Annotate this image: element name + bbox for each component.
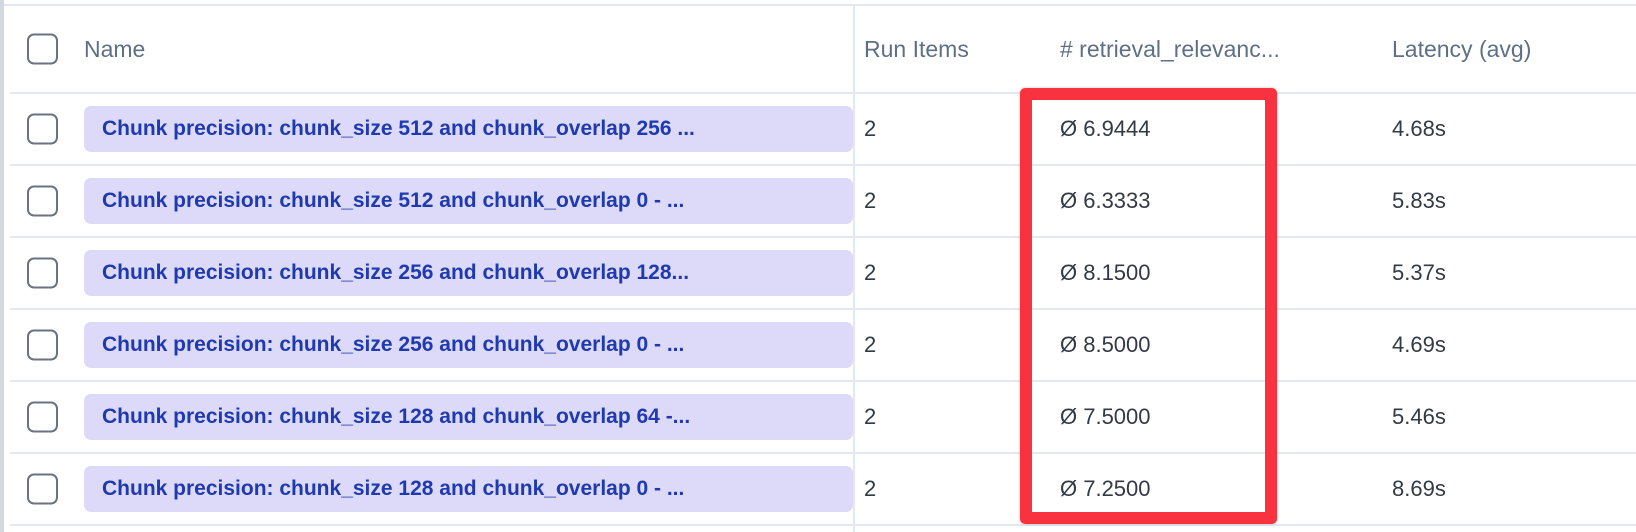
row-checkbox[interactable] xyxy=(27,113,58,145)
column-header-latency[interactable]: Latency (avg) xyxy=(1392,35,1532,62)
column-header-retrieval-relevance[interactable]: # retrieval_relevanc... xyxy=(1060,35,1280,62)
table-row[interactable]: Chunk precision: chunk_size 256 and chun… xyxy=(10,310,1636,382)
run-name-link[interactable]: Chunk precision: chunk_size 256 and chun… xyxy=(84,250,853,296)
run-items-cell: 2 xyxy=(864,476,877,501)
run-items-cell: 2 xyxy=(864,260,877,285)
latency-cell: 5.37s xyxy=(1392,260,1446,285)
row-checkbox[interactable] xyxy=(27,473,58,505)
retrieval-relevance-cell: Ø 8.1500 xyxy=(1060,260,1151,285)
run-name-link[interactable]: Chunk precision: chunk_size 256 and chun… xyxy=(84,322,853,368)
latency-cell: 5.83s xyxy=(1392,188,1446,213)
run-name-link[interactable]: Chunk precision: chunk_size 512 and chun… xyxy=(84,106,853,152)
table-row[interactable]: Chunk precision: chunk_size 128 and chun… xyxy=(10,382,1636,454)
run-name-link[interactable]: Chunk precision: chunk_size 128 and chun… xyxy=(84,466,853,512)
select-all-checkbox[interactable] xyxy=(27,33,58,65)
run-items-cell: 2 xyxy=(864,332,877,357)
retrieval-relevance-cell: Ø 6.9444 xyxy=(1060,116,1151,141)
top-divider xyxy=(4,4,1636,6)
run-items-cell: 2 xyxy=(864,116,877,141)
run-name-link[interactable]: Chunk precision: chunk_size 512 and chun… xyxy=(84,178,853,224)
latency-cell: 8.69s xyxy=(1392,476,1446,501)
table-row[interactable]: Chunk precision: chunk_size 256 and chun… xyxy=(10,238,1636,310)
column-header-run-items[interactable]: Run Items xyxy=(864,35,969,62)
run-items-cell: 2 xyxy=(864,404,877,429)
row-checkbox[interactable] xyxy=(27,401,58,433)
retrieval-relevance-cell: Ø 8.5000 xyxy=(1060,332,1151,357)
highlight-box xyxy=(1020,88,1277,524)
retrieval-relevance-cell: Ø 7.2500 xyxy=(1060,476,1151,501)
retrieval-relevance-cell: Ø 7.5000 xyxy=(1060,404,1151,429)
table-row[interactable]: Chunk precision: chunk_size 128 and chun… xyxy=(10,454,1636,526)
row-checkbox[interactable] xyxy=(27,329,58,361)
row-checkbox[interactable] xyxy=(27,257,58,289)
latency-cell: 4.69s xyxy=(1392,332,1446,357)
retrieval-relevance-cell: Ø 6.3333 xyxy=(1060,188,1151,213)
run-name-link[interactable]: Chunk precision: chunk_size 128 and chun… xyxy=(84,394,853,440)
table-row[interactable]: Chunk precision: chunk_size 512 and chun… xyxy=(10,94,1636,166)
column-divider xyxy=(853,6,855,532)
column-header-name[interactable]: Name xyxy=(84,35,146,62)
left-border xyxy=(0,0,4,532)
table-row[interactable]: Chunk precision: chunk_size 512 and chun… xyxy=(10,166,1636,238)
table-header: Name Run Items # retrieval_relevanc... L… xyxy=(10,6,1636,94)
row-checkbox[interactable] xyxy=(27,185,58,217)
latency-cell: 5.46s xyxy=(1392,404,1446,429)
latency-cell: 4.68s xyxy=(1392,116,1446,141)
run-items-cell: 2 xyxy=(864,188,877,213)
